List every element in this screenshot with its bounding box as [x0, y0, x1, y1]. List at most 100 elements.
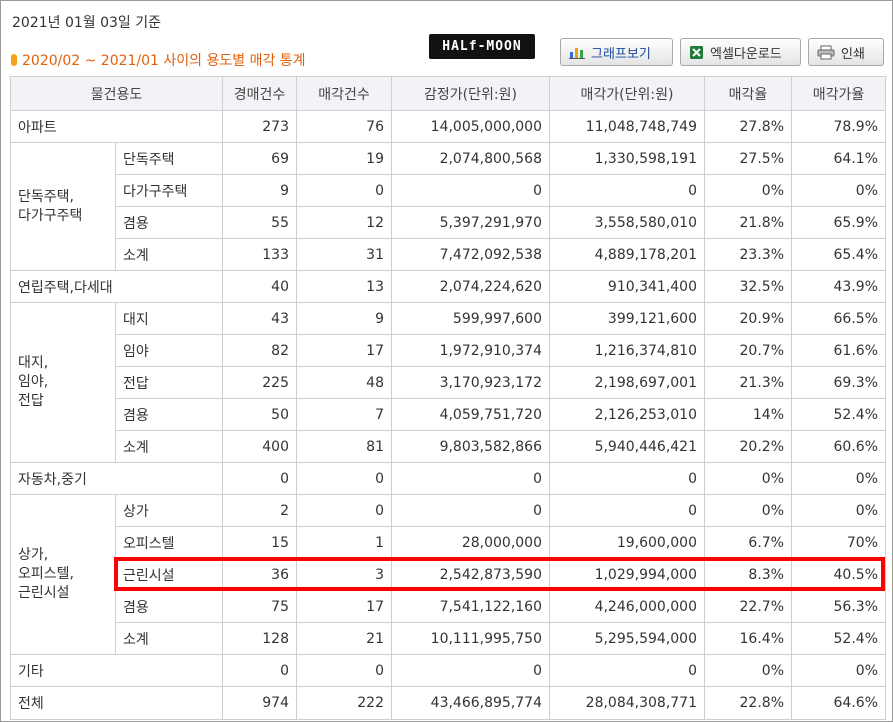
table-row: 소계 128 21 10,111,995,750 5,295,594,000 1… [11, 622, 886, 655]
appraisal-value: 0 [391, 174, 550, 207]
auction-count: 75 [222, 590, 297, 623]
auction-count: 2 [222, 494, 297, 527]
sale-rate: 21.3% [704, 366, 792, 399]
sale-price: 5,295,594,000 [549, 622, 705, 655]
row-sub-label: 겸용 [115, 398, 223, 431]
table-row: 단독주택, 다가구주택 단독주택 69 19 2,074,800,568 1,33… [10, 142, 886, 271]
sale-price: 399,121,600 [549, 302, 705, 335]
table-row: 겸용 55 12 5,397,291,970 3,558,580,010 21.… [11, 206, 886, 239]
excel-download-label: 엑셀다운로드 [710, 46, 782, 62]
halfmoon-logo: HALf-MOON [429, 34, 535, 59]
print-label: 인쇄 [841, 46, 865, 62]
appraisal-value: 10,111,995,750 [391, 622, 550, 655]
row-sub-label: 오피스텔 [115, 526, 223, 559]
auction-count: 55 [222, 206, 297, 239]
row-sub-label: 소계 [115, 430, 223, 463]
col-header-usage: 물건용도 [10, 76, 223, 111]
table-row: 소계 133 31 7,472,092,538 4,889,178,201 23… [11, 238, 886, 271]
table-row: 임야 82 17 1,972,910,374 1,216,374,810 20.… [11, 334, 886, 367]
sold-count: 7 [296, 398, 392, 431]
row-sub-label: 겸용 [115, 206, 223, 239]
price-rate: 78.9% [791, 110, 886, 143]
sale-rate: 32.5% [704, 270, 792, 303]
sold-count: 1 [296, 526, 392, 559]
sale-rate: 27.5% [704, 142, 792, 175]
auction-count: 225 [222, 366, 297, 399]
auction-count: 0 [222, 654, 297, 687]
auction-count: 128 [222, 622, 297, 655]
auction-count: 273 [222, 110, 297, 143]
price-rate: 64.1% [791, 142, 886, 175]
sold-count: 0 [296, 654, 392, 687]
sale-rate: 20.7% [704, 334, 792, 367]
row-group-label: 아파트 [10, 110, 223, 143]
graph-view-button[interactable]: 그래프보기 [560, 38, 673, 66]
row-group-label: 자동차,중기 [10, 462, 223, 495]
sale-price: 0 [549, 462, 705, 495]
price-rate: 65.9% [791, 206, 886, 239]
sale-price: 4,246,000,000 [549, 590, 705, 623]
auction-count: 9 [222, 174, 297, 207]
appraisal-value: 0 [391, 654, 550, 687]
sale-rate: 16.4% [704, 622, 792, 655]
auction-count: 36 [222, 558, 297, 591]
sale-price: 0 [549, 494, 705, 527]
appraisal-value: 2,542,873,590 [391, 558, 550, 591]
price-rate: 66.5% [791, 302, 886, 335]
row-sub-label: 전답 [115, 366, 223, 399]
row-group-label: 단독주택, 다가구주택 [10, 142, 116, 271]
excel-download-button[interactable]: 엑셀다운로드 [680, 38, 801, 66]
sale-rate: 22.7% [704, 590, 792, 623]
printer-icon [817, 45, 835, 60]
appraisal-value: 3,170,923,172 [391, 366, 550, 399]
sale-price: 0 [549, 174, 705, 207]
sold-count: 0 [296, 174, 392, 207]
table-row: 아파트 273 76 14,005,000,000 11,048,748,749… [10, 110, 886, 143]
sale-price: 5,940,446,421 [549, 430, 705, 463]
appraisal-value: 7,472,092,538 [391, 238, 550, 271]
bar-chart-icon [569, 45, 585, 59]
row-group-label: 대지, 임야, 전답 [10, 302, 116, 463]
auction-count: 0 [222, 462, 297, 495]
appraisal-value: 43,466,895,774 [391, 686, 550, 720]
col-header-sold: 매각건수 [296, 76, 392, 111]
sale-rate: 0% [704, 174, 792, 207]
reference-date: 2021년 01월 03일 기준 [12, 15, 162, 31]
table-row: 겸용 50 7 4,059,751,720 2,126,253,010 14% … [11, 398, 886, 431]
appraisal-value: 0 [391, 494, 550, 527]
price-rate: 0% [791, 462, 886, 495]
price-rate: 40.5% [791, 558, 886, 591]
price-rate: 0% [791, 174, 886, 207]
row-sub-label: 대지 [115, 302, 223, 335]
table-row: 전답 225 48 3,170,923,172 2,198,697,001 21… [11, 366, 886, 399]
auction-count: 82 [222, 334, 297, 367]
print-button[interactable]: 인쇄 [808, 38, 884, 66]
sale-price: 3,558,580,010 [549, 206, 705, 239]
sale-rate: 14% [704, 398, 792, 431]
sold-count: 31 [296, 238, 392, 271]
col-header-price-rate: 매각가율 [791, 76, 886, 111]
row-group-label: 상가, 오피스텔, 근린시설 [10, 494, 116, 655]
sale-rate: 0% [704, 494, 792, 527]
toolbar: 그래프보기 엑셀다운로드 인쇄 [560, 38, 884, 66]
row-sub-label: 임야 [115, 334, 223, 367]
appraisal-value: 9,803,582,866 [391, 430, 550, 463]
col-header-appraisal: 감정가(단위:원) [391, 76, 550, 111]
col-header-auctions: 경매건수 [222, 76, 297, 111]
auction-count: 133 [222, 238, 297, 271]
usage-stats-table: 물건용도 경매건수 매각건수 감정가(단위:원) 매각가(단위:원) 매각율 매… [10, 76, 886, 720]
price-rate: 0% [791, 494, 886, 527]
appraisal-value: 28,000,000 [391, 526, 550, 559]
row-sub-label: 근린시설 [115, 558, 223, 591]
table-row: 소계 400 81 9,803,582,866 5,940,446,421 20… [11, 430, 886, 463]
sold-count: 0 [296, 462, 392, 495]
sold-count: 222 [296, 686, 392, 720]
row-group-label: 기타 [10, 654, 223, 687]
sale-price: 1,216,374,810 [549, 334, 705, 367]
sale-rate: 0% [704, 462, 792, 495]
appraisal-value: 0 [391, 462, 550, 495]
sold-count: 48 [296, 366, 392, 399]
price-rate: 70% [791, 526, 886, 559]
price-rate: 43.9% [791, 270, 886, 303]
sale-rate: 21.8% [704, 206, 792, 239]
